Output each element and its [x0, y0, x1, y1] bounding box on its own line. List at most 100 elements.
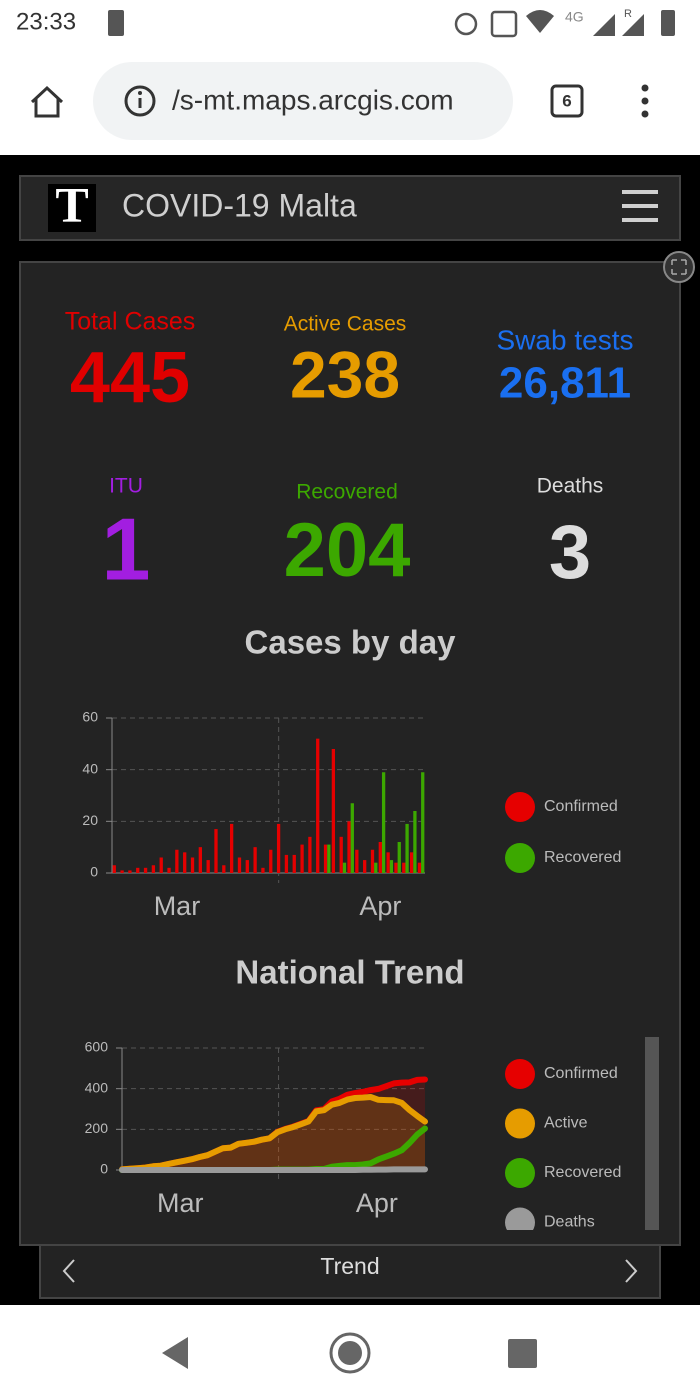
bar: [128, 870, 132, 873]
legend-label: Recovered: [544, 849, 621, 866]
y-tick-label: 600: [85, 1039, 109, 1055]
bar: [245, 860, 249, 873]
legend-swatch: [505, 792, 535, 822]
area: [122, 1097, 425, 1170]
bar: [175, 849, 179, 873]
bar: [206, 860, 210, 873]
bar: [151, 865, 156, 873]
legend-label: Confirmed: [544, 1065, 618, 1082]
hamburger-menu[interactable]: [622, 190, 658, 222]
menu-button[interactable]: [641, 84, 649, 118]
info-icon-bar: [138, 98, 142, 108]
bar: [222, 865, 226, 873]
bar: [300, 844, 304, 873]
next-button[interactable]: [625, 1259, 638, 1283]
bar: [237, 857, 242, 873]
legend-label: Confirmed: [544, 798, 618, 815]
back-button[interactable]: [162, 1337, 188, 1369]
battery-icon: [661, 10, 675, 36]
url-bar[interactable]: [93, 62, 513, 140]
bar: [355, 849, 359, 873]
line: [119, 1094, 428, 1173]
app-title: COVID-19 Malta: [122, 187, 357, 223]
bar: [198, 847, 202, 873]
legend-item: Recovered: [505, 843, 621, 873]
bar: [339, 836, 343, 873]
chart-title: National Trend: [235, 954, 464, 991]
recents-button[interactable]: [508, 1339, 537, 1368]
stat-label: Recovered: [296, 481, 398, 504]
legend-swatch: [505, 1158, 535, 1188]
bar: [159, 857, 163, 873]
bar: [183, 852, 187, 873]
bar: [269, 849, 273, 873]
legend-swatch: [505, 1059, 535, 1089]
bar: [417, 862, 422, 873]
legend-label: Recovered: [544, 1164, 621, 1181]
stat-label: Active Cases: [284, 313, 407, 336]
tab-count: 6: [562, 91, 571, 110]
bar: [292, 854, 296, 873]
legend-item: Confirmed: [505, 792, 618, 822]
tabs-button[interactable]: [550, 84, 584, 118]
legend-label: Active: [544, 1115, 588, 1132]
stat-value: 204: [284, 508, 411, 593]
info-icon-dot: [138, 91, 142, 95]
bar: [381, 772, 386, 873]
legend-item: Confirmed: [505, 1059, 618, 1089]
bar: [378, 842, 382, 873]
logo: T: [55, 176, 88, 232]
bar: [167, 867, 171, 873]
url[interactable]: /s-mt.maps.arcgis.com: [172, 84, 454, 115]
roaming: R: [624, 8, 632, 20]
bar: [331, 749, 336, 873]
legend-swatch: [505, 1108, 535, 1139]
x-tick-label: Apr: [359, 891, 401, 921]
stat-label: Swab tests: [497, 324, 634, 355]
signal-icon: [593, 14, 615, 36]
y-tick-label: 0: [100, 1161, 108, 1177]
stat-value: 3: [549, 510, 591, 595]
expand-icon: [671, 259, 687, 275]
expand-button[interactable]: [663, 251, 695, 283]
bar: [397, 842, 401, 873]
bar: [394, 862, 398, 873]
x-tick-label: Apr: [356, 1188, 398, 1218]
tab-label[interactable]: Trend: [320, 1253, 379, 1279]
y-tick-label: 200: [85, 1120, 109, 1136]
y-tick-label: 40: [82, 760, 98, 776]
y-tick-label: 60: [82, 709, 98, 725]
bar: [323, 844, 328, 873]
bar: [363, 860, 367, 873]
bar: [327, 844, 331, 873]
bar: [276, 823, 281, 873]
legend-item: Active: [505, 1108, 588, 1139]
stat-value: 26,811: [499, 359, 631, 408]
bar: [253, 847, 257, 873]
bar: [214, 829, 218, 873]
legend-item: Deaths: [505, 1207, 595, 1231]
x-tick-label: Mar: [157, 1188, 204, 1218]
logo-box: [48, 184, 96, 232]
bar: [112, 865, 116, 873]
home-nav-dot: [338, 1341, 362, 1365]
bar: [402, 862, 406, 873]
home-nav-button[interactable]: [329, 1332, 371, 1374]
bar: [120, 870, 124, 873]
alarm-icon: [454, 12, 478, 36]
prev-button[interactable]: [62, 1259, 75, 1283]
bar: [136, 867, 140, 873]
y-tick-label: 0: [90, 864, 98, 880]
bar: [421, 772, 425, 873]
tab-bar: [39, 1244, 661, 1299]
bar: [284, 854, 289, 873]
bar: [389, 860, 394, 873]
info-icon[interactable]: [124, 85, 156, 117]
home-button[interactable]: [30, 85, 64, 118]
stat-label: ITU: [109, 475, 143, 498]
line: [119, 1166, 428, 1173]
legend-label: Deaths: [544, 1214, 595, 1231]
scrollbar[interactable]: [645, 1037, 659, 1230]
stat-value: 445: [70, 338, 190, 418]
